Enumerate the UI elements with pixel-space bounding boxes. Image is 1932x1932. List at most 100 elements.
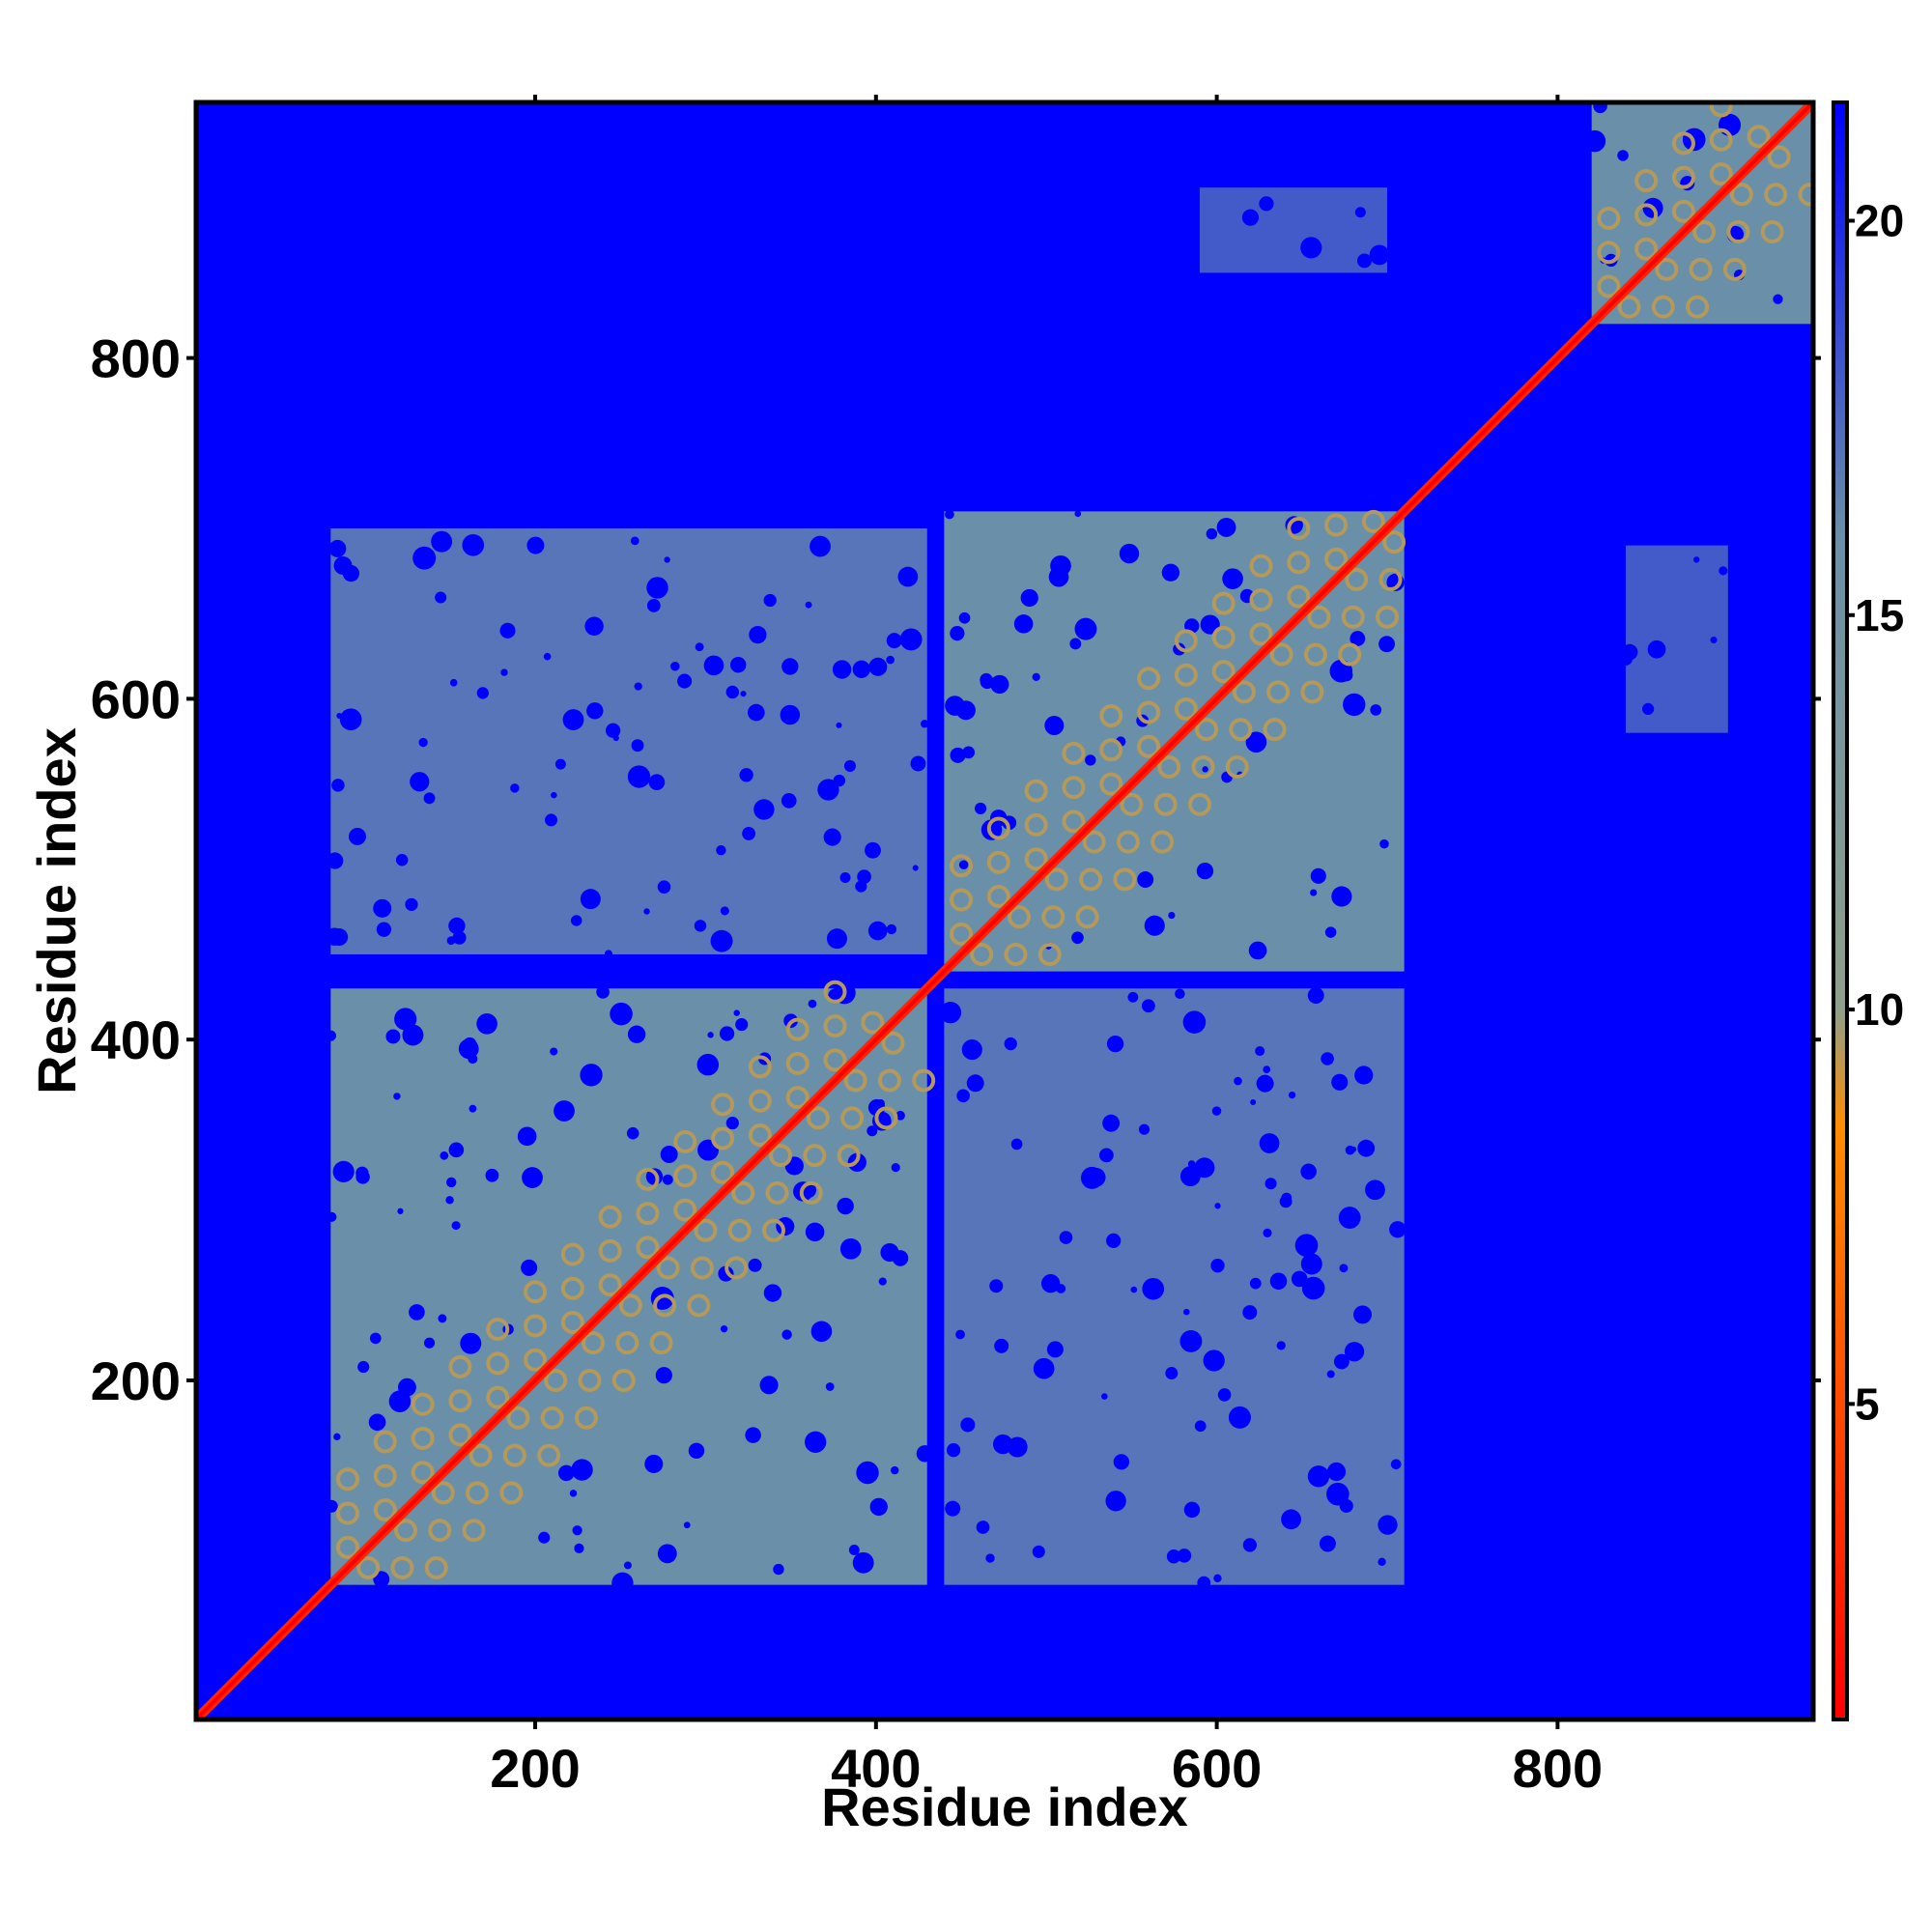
gap-speckle — [1242, 1538, 1258, 1552]
off-diagonal-block — [944, 988, 1405, 1585]
gap-speckle — [781, 1329, 792, 1340]
gap-speckle — [939, 1002, 962, 1024]
gap-speckle — [330, 928, 349, 947]
contact-ring — [1229, 718, 1253, 742]
gap-speckle — [976, 1520, 990, 1534]
contact-ring — [694, 1218, 718, 1242]
contact-ring — [1324, 513, 1349, 537]
contact-ring — [1211, 660, 1236, 684]
gap-speckle — [627, 765, 651, 788]
contact-ring — [574, 1406, 598, 1430]
gap-speckle — [355, 1166, 369, 1179]
contact-ring — [636, 1167, 660, 1191]
gap-speckle — [1354, 207, 1366, 218]
contact-ring — [653, 1293, 677, 1318]
off-diagonal-block — [1199, 187, 1388, 273]
contact-ring — [499, 1481, 524, 1505]
gap-speckle — [462, 533, 485, 556]
contact-ring — [1345, 567, 1369, 591]
gap-speckle — [517, 1126, 537, 1147]
gap-speckle — [376, 922, 392, 937]
y-tick-label: 800 — [91, 328, 181, 389]
gap-speckle — [1182, 1308, 1190, 1316]
gap-speckle — [891, 1465, 899, 1475]
gap-speckle — [1288, 1091, 1296, 1099]
contact-ring — [335, 1467, 359, 1492]
contact-ring — [690, 1256, 714, 1280]
contact-ring — [711, 1160, 735, 1184]
gap-speckle — [627, 1025, 646, 1043]
y-tick-label: 200 — [91, 1350, 181, 1411]
contact-ring — [748, 1055, 772, 1079]
contact-ring — [373, 1463, 397, 1488]
gap-speckle — [562, 709, 584, 730]
gap-speckle — [694, 920, 707, 932]
gap-speckle — [1719, 566, 1728, 576]
gap-speckle — [670, 661, 680, 671]
colorbar-tick-label: 5 — [1855, 1378, 1880, 1429]
gap-speckle — [733, 1009, 740, 1016]
gap-speckle — [1098, 1148, 1114, 1163]
gap-speckle — [1166, 1549, 1181, 1564]
contact-ring — [1634, 237, 1659, 261]
contact-ring — [785, 1051, 810, 1075]
gap-speckle — [557, 1464, 575, 1482]
x-axis: 200 400 600 800 — [490, 95, 1603, 1799]
gap-speckle — [1333, 1353, 1350, 1370]
gap-speckle — [868, 657, 888, 676]
gap-speckle — [961, 1038, 982, 1061]
gap-speckle — [1234, 1076, 1242, 1086]
contact-ring — [1597, 274, 1621, 298]
y-axis: 200 400 600 800 — [91, 328, 1821, 1411]
gap-speckle — [1321, 1052, 1334, 1065]
gap-speckle — [817, 779, 839, 801]
colorbar-gradient — [1832, 100, 1849, 1721]
gap-speckle — [1583, 129, 1606, 153]
gap-speckle — [1222, 568, 1243, 589]
gap-speckle — [596, 985, 610, 999]
gap-speckle — [1279, 1195, 1293, 1208]
gap-speckle — [989, 1279, 1004, 1293]
gap-speckle — [1310, 889, 1318, 896]
gap-speckle — [1263, 1228, 1272, 1237]
contact-ring — [598, 1238, 622, 1263]
gap-speckle — [1211, 1106, 1222, 1116]
contact-ring — [1024, 779, 1048, 803]
gap-speckle — [1300, 1163, 1317, 1180]
gap-speckle — [1080, 1166, 1103, 1189]
x-tick-label: 600 — [1172, 1738, 1262, 1799]
gap-speckle — [572, 1525, 582, 1536]
contact-ring — [428, 1519, 452, 1543]
contact-ring — [1767, 145, 1791, 169]
contact-ring — [950, 854, 974, 878]
contact-ring — [1300, 680, 1324, 704]
gap-speckle — [336, 713, 343, 720]
gap-speckle — [857, 869, 871, 884]
gap-speckle — [1074, 617, 1097, 640]
gap-speckle — [1032, 672, 1040, 681]
gap-speckle — [825, 1382, 835, 1391]
contact-ring — [1195, 718, 1219, 742]
contact-ring — [785, 1086, 810, 1110]
gap-speckle — [630, 536, 639, 546]
gap-speckle — [1217, 1388, 1232, 1402]
gap-speckle — [1074, 510, 1082, 518]
gap-speckle — [1350, 631, 1366, 646]
gap-speckle — [1264, 1178, 1277, 1190]
gap-speckle — [696, 1053, 720, 1076]
gap-speckle — [1175, 988, 1185, 999]
contact-ring — [1174, 629, 1198, 653]
gap-speckle — [747, 703, 765, 722]
contact-ring — [950, 888, 974, 912]
contact-ring — [1062, 810, 1086, 834]
gap-speckle — [1138, 1123, 1151, 1135]
gap-speckle — [1339, 1264, 1349, 1273]
gap-speckle — [393, 1093, 401, 1100]
colorbar-tick-label: 20 — [1855, 195, 1904, 245]
contact-ring — [1153, 792, 1178, 816]
gap-speckle — [1357, 1139, 1376, 1157]
gap-speckle — [1106, 1233, 1122, 1248]
contact-ring — [1722, 257, 1747, 281]
gap-speckle — [476, 1013, 497, 1035]
contact-ring — [986, 885, 1010, 909]
